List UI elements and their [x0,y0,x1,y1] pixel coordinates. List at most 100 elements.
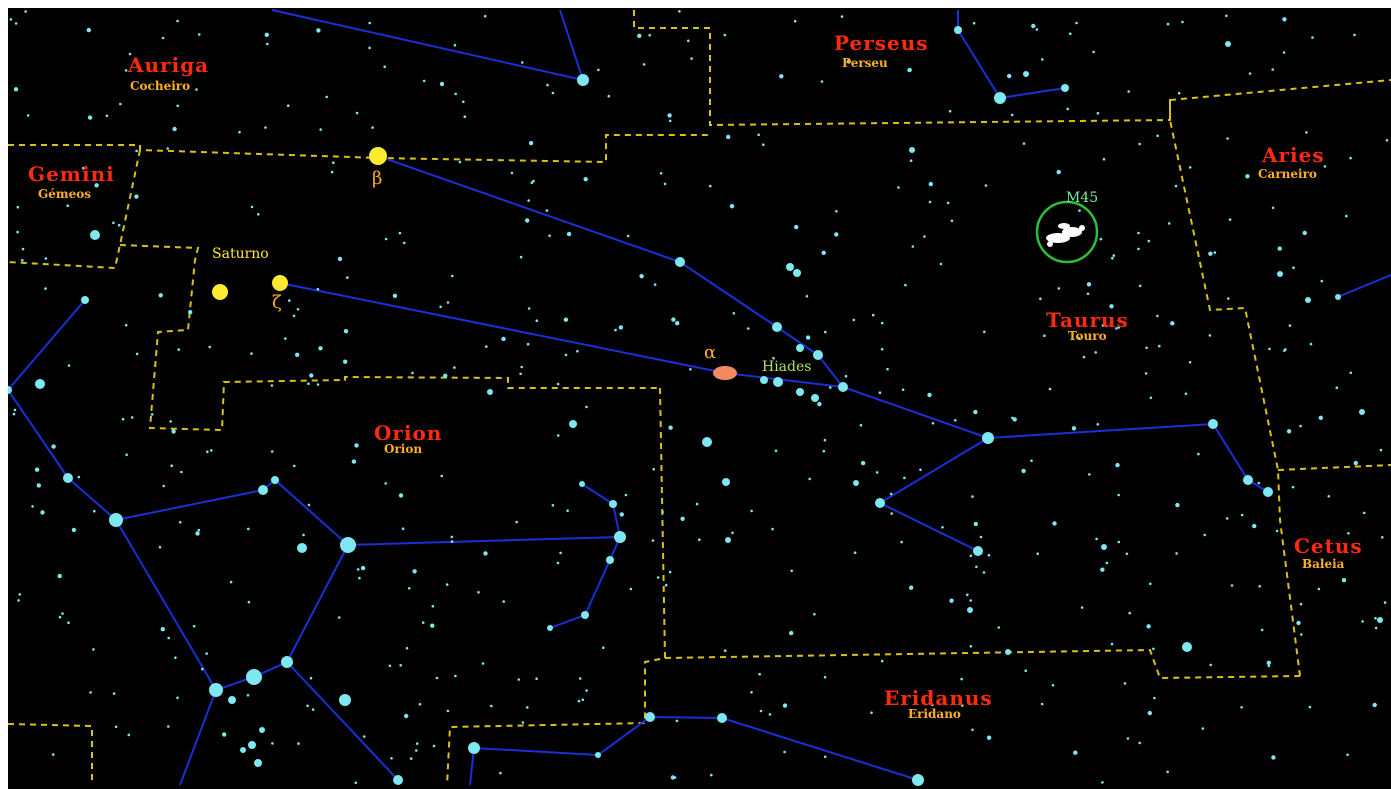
faint-star [454,674,457,678]
line-perseus [957,10,1066,100]
faint-star [1282,17,1287,22]
faint-star [519,255,523,259]
star [875,498,885,508]
faint-star [176,19,179,23]
star [760,376,768,384]
faint-star [566,231,572,237]
star [246,669,262,685]
faint-star [421,621,425,624]
faint-star [821,250,826,255]
faint-star [1138,741,1141,745]
faint-star [1126,737,1130,740]
star [702,437,712,447]
faint-star [170,464,173,468]
faint-star [950,219,954,223]
faint-star [897,186,900,189]
faint-star [1040,702,1044,706]
faint-star [614,328,617,332]
star [1208,419,1218,429]
faint-star [1153,696,1156,700]
faint-star [1024,669,1027,672]
faint-star [987,553,991,557]
faint-star [309,676,313,680]
faint-star [1012,417,1017,422]
faint-star [451,274,454,278]
faint-star [1109,304,1114,309]
faint-star [1208,251,1213,256]
faint-star [698,538,701,541]
faint-star [247,600,251,604]
faint-star [670,775,676,780]
faint-star [517,678,521,681]
faint-star [16,205,20,209]
faint-star [270,450,274,453]
faint-star [86,27,92,33]
faint-star [1349,371,1353,375]
faint-star [823,755,827,759]
faint-star [1086,292,1090,296]
faint-star [398,231,402,235]
faint-star [306,704,309,708]
star [725,537,731,543]
faint-star [750,509,753,513]
faint-star [626,234,630,238]
faint-star [1228,218,1232,221]
faint-star [709,184,712,188]
faint-star [928,200,932,204]
faint-star [430,623,435,628]
faint-star [1288,324,1292,327]
zeta-tauri-marker [272,275,288,291]
m45-star [1047,241,1053,247]
faint-star [161,36,165,40]
faint-star [360,565,366,571]
faint-star [576,349,579,353]
faint-star [966,593,969,597]
faint-star [1105,561,1109,565]
faint-star [1245,174,1250,179]
star [1377,617,1383,623]
faint-star [900,540,903,544]
faint-star [656,576,660,579]
faint-star [948,109,952,113]
faint-star [12,412,16,416]
faint-star [14,22,18,25]
faint-star [768,713,772,716]
faint-star [521,721,525,724]
faint-star [1086,282,1092,287]
faint-star [532,179,535,183]
faint-star [453,366,456,369]
faint-star [793,19,797,23]
faint-star [502,600,506,603]
faint-star [1302,230,1307,236]
faint-star [680,516,685,521]
constellation-name-taurus: Taurus [1046,308,1129,332]
faint-star [762,143,765,146]
faint-star [134,194,139,199]
faint-star [982,571,986,574]
alpha-label: α [704,342,716,363]
faint-star [16,230,19,234]
faint-star [1260,628,1264,632]
faint-star [639,274,644,279]
faint-star [1353,460,1359,466]
faint-star [1268,347,1271,351]
faint-star [44,287,47,290]
faint-star [44,257,48,260]
faint-star [1117,540,1121,544]
faint-star [490,704,493,708]
faint-star [875,471,879,474]
faint-star [1181,20,1184,24]
faint-star [439,81,445,87]
faint-star [563,317,569,322]
faint-star [302,533,305,537]
faint-star [1052,521,1057,526]
faint-star [1147,710,1153,716]
faint-star [1323,165,1327,168]
faint-star [1071,426,1077,431]
faint-star [1341,578,1347,583]
faint-star [325,95,329,99]
faint-star [166,147,169,150]
faint-star [388,664,392,668]
constellation-name-cetus: Cetus [1294,534,1363,558]
